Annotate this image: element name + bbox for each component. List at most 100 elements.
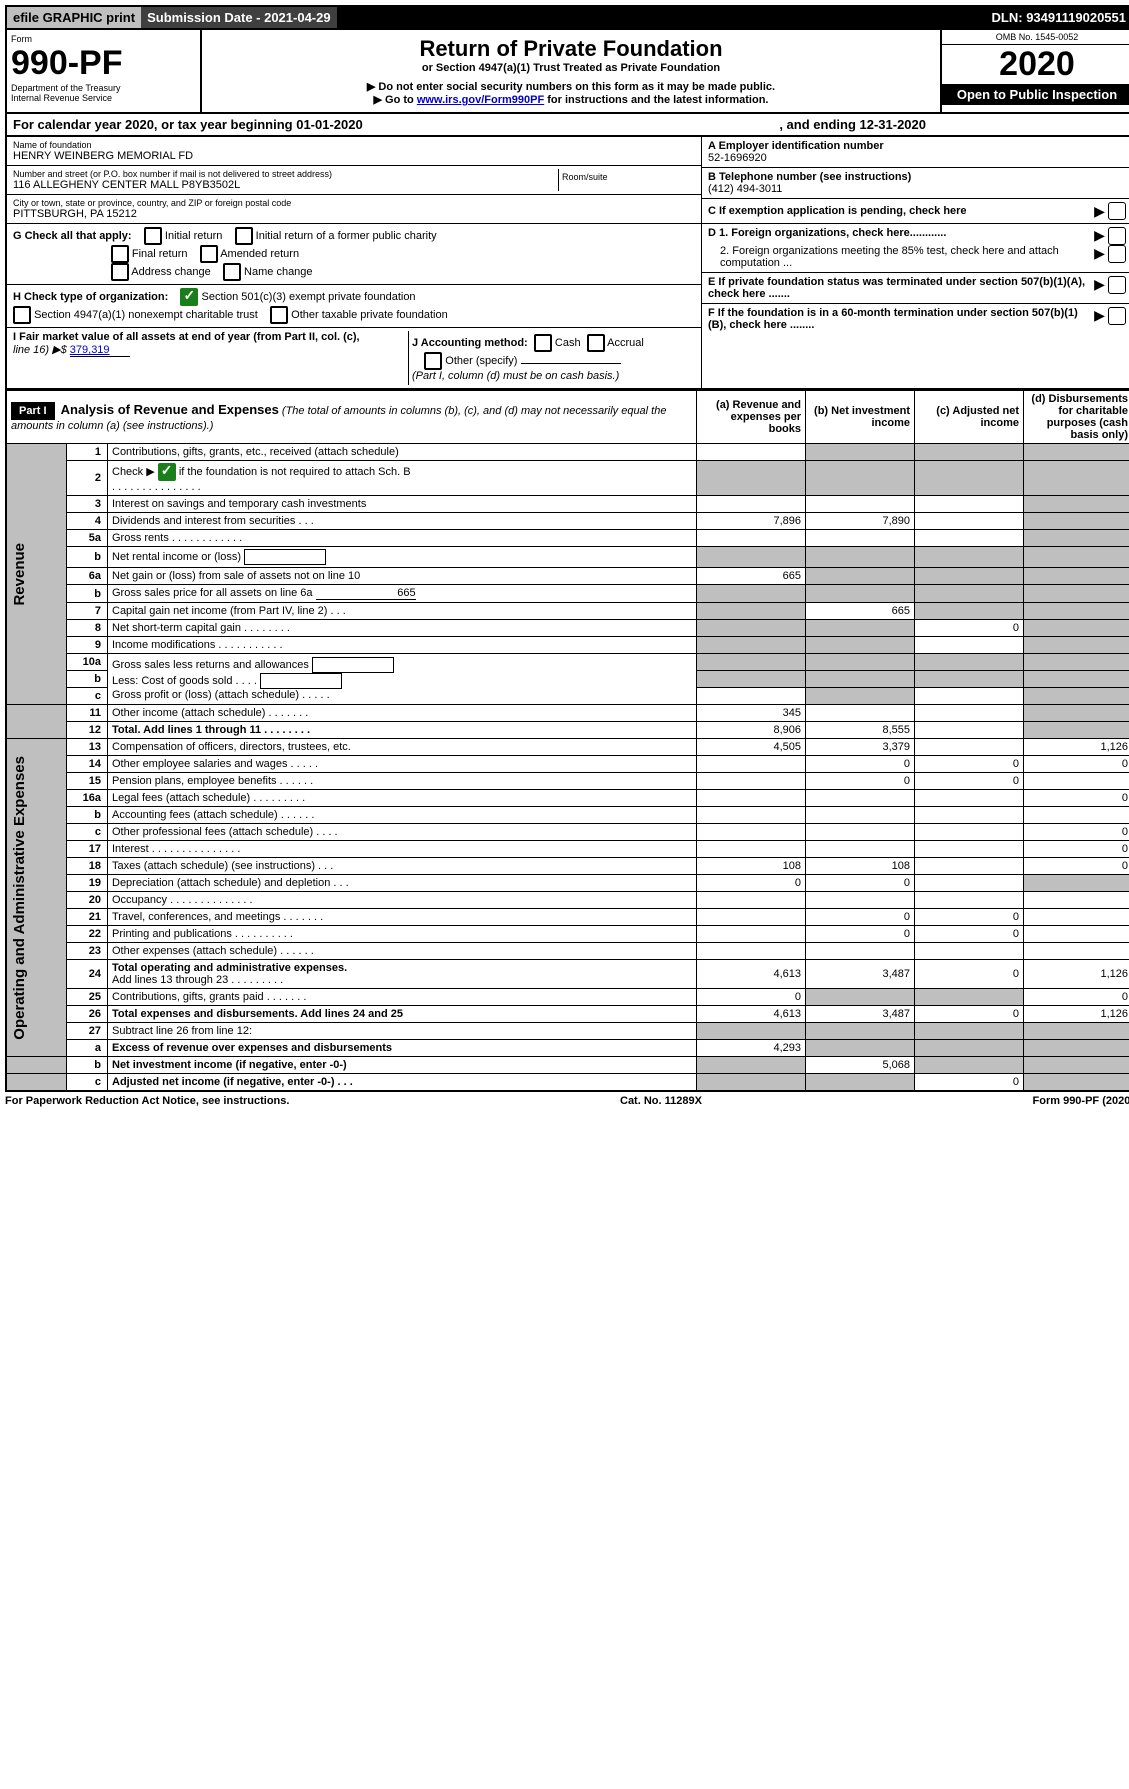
addr-label: Number and street (or P.O. box number if…: [13, 169, 558, 179]
efile-label[interactable]: efile GRAPHIC print: [7, 7, 141, 28]
arrow-icon: ▶: [1094, 307, 1105, 331]
table-row: Operating and Administrative Expenses 13…: [6, 739, 1129, 756]
j-label: J Accounting method:: [412, 337, 528, 349]
d1-checkbox[interactable]: [1108, 227, 1126, 245]
g-label: G Check all that apply:: [13, 230, 132, 242]
j-other: Other (specify): [445, 355, 517, 367]
top-bar: efile GRAPHIC print Submission Date - 20…: [5, 5, 1129, 30]
table-row: 14Other employee salaries and wages . . …: [6, 756, 1129, 773]
net-rental-field[interactable]: [244, 549, 326, 565]
gross-sales-less-field[interactable]: [312, 657, 394, 673]
table-row: aExcess of revenue over expenses and dis…: [6, 1040, 1129, 1057]
form-footer: Form 990-PF (2020): [1033, 1095, 1129, 1107]
part1-badge: Part I: [11, 402, 55, 420]
cal-year-end: , and ending 12-31-2020: [779, 117, 926, 132]
501c3-checkbox[interactable]: [180, 288, 198, 306]
j-cash: Cash: [555, 337, 581, 349]
other-taxable-checkbox[interactable]: [270, 306, 288, 324]
table-row: 17Interest . . . . . . . . . . . . . . .…: [6, 841, 1129, 858]
table-row: 4Dividends and interest from securities …: [6, 513, 1129, 530]
i-label: I Fair market value of all assets at end…: [13, 331, 360, 343]
final-return-checkbox[interactable]: [111, 245, 129, 263]
name-change-checkbox[interactable]: [223, 263, 241, 281]
table-row: 23Other expenses (attach schedule) . . .…: [6, 943, 1129, 960]
table-row: 22Printing and publications . . . . . . …: [6, 926, 1129, 943]
cal-year-begin: For calendar year 2020, or tax year begi…: [13, 117, 779, 132]
amended-return-checkbox[interactable]: [200, 245, 218, 263]
g-opt-1: Initial return of a former public charit…: [256, 230, 437, 242]
g-opt-2: Final return: [132, 248, 188, 260]
g-opt-4: Address change: [131, 266, 211, 278]
other-method-checkbox[interactable]: [424, 352, 442, 370]
e-checkbox[interactable]: [1108, 276, 1126, 294]
table-row: 18Taxes (attach schedule) (see instructi…: [6, 858, 1129, 875]
table-row: 25Contributions, gifts, grants paid . . …: [6, 989, 1129, 1006]
omb-label: OMB No. 1545-0052: [942, 30, 1129, 45]
city-label: City or town, state or province, country…: [13, 198, 695, 208]
table-row: bGross sales price for all assets on lin…: [6, 585, 1129, 603]
arrow-icon: ▶: [1094, 227, 1105, 245]
table-row: 24Total operating and administrative exp…: [6, 960, 1129, 989]
part1-table: Part I Analysis of Revenue and Expenses …: [5, 390, 1129, 1092]
revenue-side-label: Revenue: [11, 543, 28, 606]
table-row: 11Other income (attach schedule) . . . .…: [6, 705, 1129, 722]
table-row: 26Total expenses and disbursements. Add …: [6, 1006, 1129, 1023]
table-row: 12Total. Add lines 1 through 11 . . . . …: [6, 722, 1129, 739]
city-value: PITTSBURGH, PA 15212: [13, 208, 695, 220]
sch-b-checkbox[interactable]: [158, 463, 176, 481]
irs-label: Internal Revenue Service: [11, 93, 196, 103]
calendar-year-row: For calendar year 2020, or tax year begi…: [5, 114, 1129, 137]
h-opt2: Section 4947(a)(1) nonexempt charitable …: [34, 309, 258, 321]
expenses-side-label: Operating and Administrative Expenses: [11, 756, 28, 1040]
info-section: Name of foundation HENRY WEINBERG MEMORI…: [5, 137, 1129, 390]
table-row: 21Travel, conferences, and meetings . . …: [6, 909, 1129, 926]
form990pf-link[interactable]: www.irs.gov/Form990PF: [417, 94, 544, 106]
arrow-icon: ▶: [1094, 276, 1105, 300]
addr-change-checkbox[interactable]: [111, 263, 129, 281]
col-b-header: (b) Net investment income: [806, 391, 915, 444]
cat-no: Cat. No. 11289X: [289, 1095, 1032, 1107]
d2-checkbox[interactable]: [1108, 245, 1126, 263]
j-note: (Part I, column (d) must be on cash basi…: [412, 370, 619, 382]
dept-label: Department of the Treasury: [11, 83, 196, 93]
c-label: C If exemption application is pending, c…: [708, 205, 1094, 217]
note-goto-post: for instructions and the latest informat…: [544, 94, 768, 106]
form-label: Form: [11, 34, 196, 44]
e-label: E If private foundation status was termi…: [708, 276, 1094, 300]
f-checkbox[interactable]: [1108, 307, 1126, 325]
h-opt1: Section 501(c)(3) exempt private foundat…: [202, 291, 416, 303]
phone-value: (412) 494-3011: [708, 183, 1126, 195]
table-row: 6aNet gain or (loss) from sale of assets…: [6, 568, 1129, 585]
form-title: Return of Private Foundation: [208, 36, 934, 62]
table-row: 16aLegal fees (attach schedule) . . . . …: [6, 790, 1129, 807]
f-label: F If the foundation is in a 60-month ter…: [708, 307, 1094, 331]
other-specify-field[interactable]: [521, 363, 621, 364]
table-row: 19Depreciation (attach schedule) and dep…: [6, 875, 1129, 892]
ein-value: 52-1696920: [708, 152, 1126, 164]
table-row: 27Subtract line 26 from line 12:: [6, 1023, 1129, 1040]
note-goto-pre: ▶ Go to: [374, 94, 417, 106]
gross-sales-field[interactable]: 665: [316, 587, 416, 600]
table-row: bNet rental income or (loss): [6, 547, 1129, 568]
submission-date: Submission Date - 2021-04-29: [141, 7, 337, 28]
c-checkbox[interactable]: [1108, 202, 1126, 220]
name-label: Name of foundation: [13, 140, 695, 150]
4947a1-checkbox[interactable]: [13, 306, 31, 324]
cogs-field[interactable]: [260, 673, 342, 689]
g-opt-3: Amended return: [220, 248, 299, 260]
i-value[interactable]: 379,319: [70, 344, 130, 357]
col-c-header: (c) Adjusted net income: [915, 391, 1024, 444]
part1-title: Analysis of Revenue and Expenses: [61, 402, 279, 417]
initial-former-checkbox[interactable]: [235, 227, 253, 245]
col-a-header: (a) Revenue and expenses per books: [697, 391, 806, 444]
i-line: line 16) ▶$: [13, 344, 67, 356]
initial-return-checkbox[interactable]: [144, 227, 162, 245]
page-footer: For Paperwork Reduction Act Notice, see …: [5, 1092, 1129, 1107]
cash-checkbox[interactable]: [534, 334, 552, 352]
form-header: Form 990-PF Department of the Treasury I…: [5, 30, 1129, 114]
col-d-header: (d) Disbursements for charitable purpose…: [1024, 391, 1129, 444]
addr-value: 116 ALLEGHENY CENTER MALL P8YB3502L: [13, 179, 558, 191]
arrow-icon: ▶: [1094, 245, 1105, 269]
accrual-checkbox[interactable]: [587, 334, 605, 352]
table-row: 8Net short-term capital gain . . . . . .…: [6, 620, 1129, 637]
